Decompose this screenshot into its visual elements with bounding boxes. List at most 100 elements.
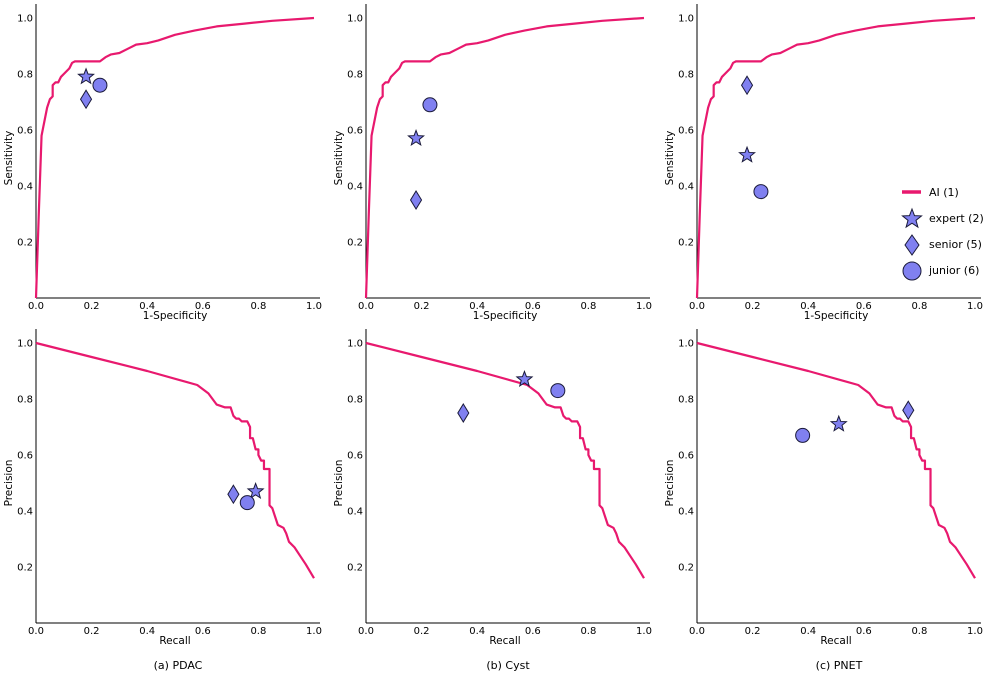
panel-caption: (c) PNET bbox=[816, 659, 863, 672]
x-tick-label: 0.2 bbox=[414, 626, 430, 637]
expert-point bbox=[407, 128, 425, 147]
legend-item: junior (6) bbox=[902, 261, 979, 281]
y-axis-label: Sensitivity bbox=[333, 131, 345, 186]
y-tick-label: 0.6 bbox=[17, 126, 33, 137]
x-tick-label: 0.4 bbox=[139, 301, 155, 312]
x-tick-label: 0.2 bbox=[745, 301, 761, 312]
x-tick-label: 1.0 bbox=[967, 626, 983, 637]
y-tick-label: 0.8 bbox=[347, 395, 363, 406]
senior-point bbox=[457, 403, 470, 423]
legend-label: junior (6) bbox=[928, 264, 979, 277]
x-tick-label: 1.0 bbox=[967, 301, 983, 312]
roc-chart-2: 0.0 0.2 0.4 0.6 0.8 1.0 0.2 0.4 0.6 0.8 1.0 1-Speci… bbox=[333, 4, 652, 322]
y-tick-label: 0.8 bbox=[678, 70, 694, 81]
x-tick-label: 0.8 bbox=[580, 626, 596, 637]
ai-curve bbox=[696, 341, 976, 579]
x-tick-label: 0.0 bbox=[689, 301, 705, 312]
legend-label: AI (1) bbox=[929, 186, 959, 199]
legend-circle-icon bbox=[902, 261, 922, 281]
pr-chart-3: 0.0 0.2 0.4 0.6 0.8 1.0 0.2 0.4 0.6 0.8 1.0 Recall P… bbox=[664, 329, 983, 647]
y-tick-label: 1.0 bbox=[17, 339, 33, 350]
senior-point bbox=[409, 190, 423, 210]
y-tick-label: 0.6 bbox=[678, 451, 694, 462]
y-tick-label: 0.4 bbox=[17, 182, 33, 193]
x-tick-label: 0.8 bbox=[911, 301, 927, 312]
roc-chart-1: 0.0 0.2 0.4 0.6 0.8 1.0 0.2 0.4 0.6 0.8 1.0 1-Speci… bbox=[3, 4, 322, 322]
x-tick-label: 0.0 bbox=[28, 301, 44, 312]
x-tick-label: 1.0 bbox=[636, 301, 652, 312]
y-tick-label: 0.8 bbox=[347, 70, 363, 81]
panel-caption: (a) PDAC bbox=[154, 659, 203, 672]
junior-point bbox=[422, 97, 438, 113]
legend-label: expert (2) bbox=[929, 212, 984, 225]
x-tick-label: 0.6 bbox=[856, 301, 872, 312]
legend-star-icon bbox=[901, 207, 923, 229]
legend-item: senior (5) bbox=[904, 234, 982, 256]
junior-point bbox=[239, 495, 255, 511]
y-tick-label: 0.6 bbox=[347, 126, 363, 137]
x-tick-label: 0.0 bbox=[689, 626, 705, 637]
y-tick-label: 0.2 bbox=[678, 238, 694, 249]
x-tick-label: 0.8 bbox=[250, 626, 266, 637]
y-tick-label: 0.4 bbox=[347, 507, 363, 518]
ai-curve bbox=[364, 16, 645, 299]
y-tick-label: 0.8 bbox=[17, 395, 33, 406]
x-tick-label: 0.2 bbox=[84, 626, 100, 637]
x-axis-label: 1-Specificity bbox=[804, 310, 869, 322]
y-axis-label: Precision bbox=[333, 460, 345, 507]
y-tick-label: 1.0 bbox=[347, 14, 363, 25]
y-tick-label: 0.4 bbox=[678, 182, 694, 193]
ai-curve bbox=[695, 16, 976, 299]
y-tick-label: 0.2 bbox=[347, 563, 363, 574]
y-tick-label: 0.4 bbox=[17, 507, 33, 518]
x-tick-label: 0.4 bbox=[469, 626, 485, 637]
x-tick-label: 1.0 bbox=[306, 301, 322, 312]
x-tick-label: 0.6 bbox=[195, 301, 211, 312]
y-tick-label: 1.0 bbox=[678, 14, 694, 25]
y-tick-label: 0.2 bbox=[17, 238, 33, 249]
legend: AI (1) expert (2) senior (5) junior (6) bbox=[901, 186, 984, 281]
x-axis-label: 1-Specificity bbox=[143, 310, 208, 322]
y-tick-label: 1.0 bbox=[347, 339, 363, 350]
y-tick-label: 0.8 bbox=[678, 395, 694, 406]
x-tick-label: 0.2 bbox=[84, 301, 100, 312]
junior-point bbox=[550, 383, 566, 399]
ai-curve bbox=[365, 341, 645, 579]
x-tick-label: 0.6 bbox=[856, 626, 872, 637]
x-tick-label: 0.0 bbox=[358, 301, 374, 312]
y-tick-label: 0.6 bbox=[678, 126, 694, 137]
legend-item: expert (2) bbox=[901, 207, 984, 229]
legend-label: senior (5) bbox=[929, 238, 982, 251]
y-tick-label: 0.6 bbox=[17, 451, 33, 462]
y-axis-label: Sensitivity bbox=[664, 131, 676, 186]
x-tick-label: 1.0 bbox=[306, 626, 322, 637]
expert-point bbox=[515, 369, 534, 388]
ai-curve bbox=[34, 16, 315, 299]
legend-diamond-icon bbox=[904, 234, 920, 256]
y-tick-label: 0.2 bbox=[347, 238, 363, 249]
roc-chart-3: 0.0 0.2 0.4 0.6 0.8 1.0 0.2 0.4 0.6 0.8 1.0 1-Speci… bbox=[664, 4, 983, 322]
senior-point bbox=[740, 75, 754, 96]
x-tick-label: 0.4 bbox=[800, 626, 816, 637]
x-tick-label: 0.0 bbox=[28, 626, 44, 637]
x-tick-label: 0.4 bbox=[800, 301, 816, 312]
junior-point bbox=[92, 77, 108, 93]
y-tick-label: 0.8 bbox=[17, 70, 33, 81]
y-tick-label: 0.2 bbox=[678, 563, 694, 574]
x-tick-label: 0.2 bbox=[414, 301, 430, 312]
y-axis-label: Precision bbox=[664, 460, 676, 507]
junior-point bbox=[753, 184, 769, 200]
expert-point bbox=[246, 481, 265, 500]
x-tick-label: 0.8 bbox=[911, 626, 927, 637]
x-axis-label: Recall bbox=[159, 635, 190, 647]
y-tick-label: 0.4 bbox=[678, 507, 694, 518]
x-axis-label: 1-Specificity bbox=[473, 310, 538, 322]
x-tick-label: 0.8 bbox=[250, 301, 266, 312]
ai-curve bbox=[35, 341, 315, 579]
x-tick-label: 0.4 bbox=[469, 301, 485, 312]
junior-point bbox=[795, 427, 811, 443]
y-axis-label: Sensitivity bbox=[3, 131, 15, 186]
x-tick-label: 0.6 bbox=[525, 626, 541, 637]
senior-point bbox=[227, 484, 240, 505]
